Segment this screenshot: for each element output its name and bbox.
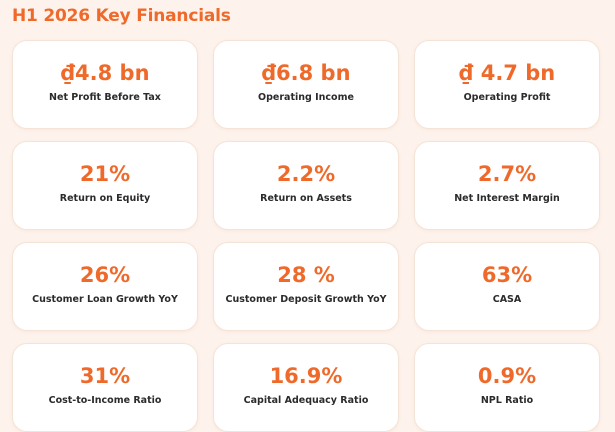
- metric-card-customer-deposit-growth: 28 % Customer Deposit Growth YoY: [213, 242, 399, 331]
- metric-label: Return on Equity: [59, 193, 151, 204]
- metric-value: 2.7%: [477, 162, 537, 186]
- metric-label: CASA: [492, 294, 522, 305]
- metric-label: Capital Adequacy Ratio: [243, 395, 369, 406]
- metric-value: 26%: [79, 263, 131, 287]
- metric-value: 0.9%: [477, 364, 537, 388]
- metric-card-capital-adequacy-ratio: 16.9% Capital Adequacy Ratio: [213, 343, 399, 432]
- metric-card-operating-profit: ₫ 4.7 bn Operating Profit: [414, 40, 600, 129]
- metric-label: Operating Income: [258, 92, 354, 103]
- metric-value: 2.2%: [276, 162, 336, 186]
- metric-value: 16.9%: [269, 364, 343, 388]
- metric-card-return-on-assets: 2.2% Return on Assets: [213, 141, 399, 230]
- metric-card-cost-to-income-ratio: 31% Cost-to-Income Ratio: [12, 343, 198, 432]
- page-title: H1 2026 Key Financials: [12, 6, 231, 26]
- metric-card-customer-loan-growth: 26% Customer Loan Growth YoY: [12, 242, 198, 331]
- metric-value: 31%: [79, 364, 131, 388]
- metric-value: ₫ 4.7 bn: [458, 61, 556, 85]
- metric-card-net-profit-before-tax: ₫4.8 bn Net Profit Before Tax: [12, 40, 198, 129]
- metric-value: 28 %: [277, 263, 335, 287]
- metric-card-net-interest-margin: 2.7% Net Interest Margin: [414, 141, 600, 230]
- metric-label: Customer Loan Growth YoY: [32, 294, 178, 305]
- metric-card-npl-ratio: 0.9% NPL Ratio: [414, 343, 600, 432]
- metric-card-return-on-equity: 21% Return on Equity: [12, 141, 198, 230]
- metric-card-casa: 63% CASA: [414, 242, 600, 331]
- metric-label: Net Profit Before Tax: [49, 92, 161, 103]
- metric-value: ₫6.8 bn: [261, 61, 351, 85]
- metric-label: Cost-to-Income Ratio: [48, 395, 162, 406]
- metric-value: ₫4.8 bn: [60, 61, 150, 85]
- metric-label: Return on Assets: [260, 193, 352, 204]
- metric-label: Customer Deposit Growth YoY: [225, 294, 387, 305]
- metric-value: 21%: [79, 162, 131, 186]
- metric-card-operating-income: ₫6.8 bn Operating Income: [213, 40, 399, 129]
- metric-label: Operating Profit: [463, 92, 551, 103]
- metric-label: Net Interest Margin: [454, 193, 560, 204]
- metric-label: NPL Ratio: [480, 395, 534, 406]
- metric-value: 63%: [481, 263, 533, 287]
- financials-grid: ₫4.8 bn Net Profit Before Tax ₫6.8 bn Op…: [12, 40, 600, 432]
